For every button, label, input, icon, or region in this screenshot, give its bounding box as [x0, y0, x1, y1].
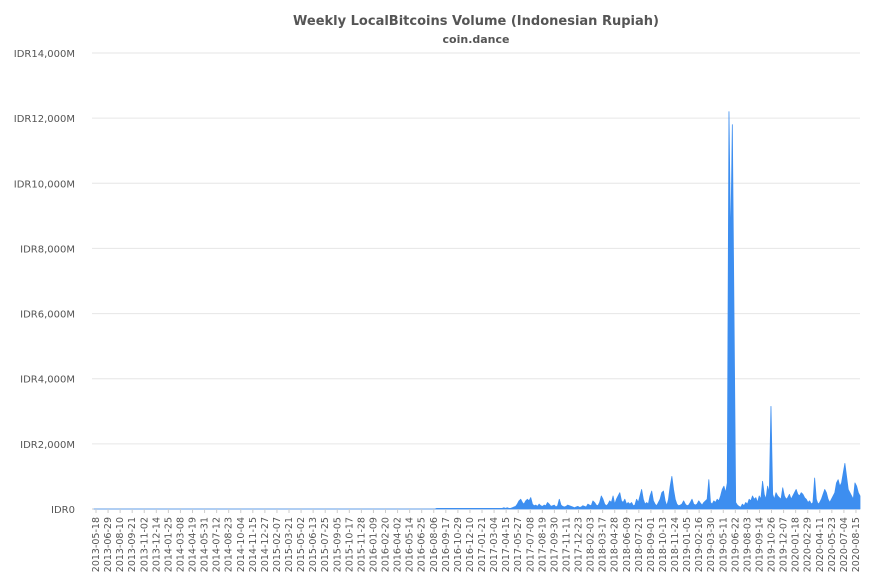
x-tick-label: 2020-07-04 [839, 517, 850, 572]
x-tick-label: 2018-07-21 [634, 517, 645, 572]
x-tick-label: 2014-08-23 [224, 517, 235, 572]
x-tick-label: 2014-12-27 [260, 517, 271, 572]
x-tick-label: 2019-10-26 [767, 517, 778, 572]
x-tick-label: 2017-12-23 [574, 517, 585, 572]
x-tick-label: 2015-10-17 [344, 517, 355, 572]
x-tick-label: 2016-08-06 [429, 517, 440, 572]
y-tick-label: IDR4,000M [20, 375, 75, 386]
x-tick-label: 2019-09-14 [754, 517, 765, 572]
y-tick-label: IDR10,000M [14, 179, 75, 190]
x-tick-label: 2013-06-29 [103, 517, 114, 572]
x-tick-label: 2019-01-05 [682, 517, 693, 572]
x-tick-label: 2016-09-17 [441, 517, 452, 572]
x-tick-label: 2015-03-21 [284, 517, 295, 572]
x-tick-label: 2013-12-14 [151, 517, 162, 572]
y-tick-label: IDR8,000M [20, 244, 75, 255]
x-tick-label: 2016-05-14 [405, 517, 416, 572]
x-tick-label: 2015-11-28 [356, 517, 367, 572]
x-tick-label: 2015-06-13 [308, 517, 319, 572]
x-tick-label: 2015-02-07 [272, 517, 283, 572]
x-tick-label: 2017-11-11 [561, 517, 572, 572]
x-tick-label: 2013-09-21 [127, 517, 138, 572]
chart-title: Weekly LocalBitcoins Volume (Indonesian … [293, 14, 659, 29]
x-tick-label: 2015-07-25 [320, 517, 331, 572]
x-tick-label: 2016-04-02 [393, 517, 404, 572]
x-tick-label: 2017-03-04 [489, 517, 500, 572]
x-tick-label: 2017-07-08 [525, 517, 536, 572]
x-tick-label: 2016-10-29 [453, 517, 464, 572]
y-tick-label: IDR2,000M [20, 440, 75, 451]
x-tick-label: 2020-08-15 [851, 517, 862, 572]
x-tick-label: 2014-03-08 [175, 517, 186, 572]
x-tick-label: 2018-03-17 [598, 517, 609, 572]
x-tick-label: 2018-11-24 [670, 517, 681, 572]
series-area [93, 111, 861, 510]
x-tick-label: 2018-06-09 [622, 517, 633, 572]
x-tick-label: 2019-03-30 [706, 517, 717, 572]
x-tick-label: 2014-07-12 [212, 517, 223, 572]
y-tick-label: IDR6,000M [20, 310, 75, 321]
y-tick-label: IDR0 [51, 505, 75, 516]
x-tick-label: 2013-05-18 [91, 517, 102, 572]
x-tick-label: 2020-02-29 [803, 517, 814, 572]
x-tick-label: 2015-09-05 [332, 517, 343, 572]
x-tick-label: 2014-04-19 [188, 517, 199, 572]
x-tick-label: 2020-01-18 [791, 517, 802, 572]
x-tick-label: 2014-05-31 [200, 517, 211, 572]
x-tick-label: 2020-04-11 [815, 517, 826, 572]
x-tick-label: 2018-02-03 [586, 517, 597, 572]
x-tick-label: 2016-02-20 [381, 517, 392, 572]
x-tick-label: 2019-02-16 [694, 517, 705, 572]
x-tick-label: 2014-01-25 [163, 517, 174, 572]
x-tick-label: 2018-09-01 [646, 517, 657, 572]
x-tick-label: 2016-06-25 [417, 517, 428, 572]
chart-subtitle: coin.dance [442, 33, 510, 46]
x-tick-label: 2014-11-15 [248, 517, 259, 572]
y-tick-label: IDR14,000M [14, 49, 75, 60]
x-tick-label: 2017-01-21 [477, 517, 488, 572]
x-tick-label: 2020-05-23 [827, 517, 838, 572]
x-tick-label: 2016-12-10 [465, 517, 476, 572]
x-tick-label: 2013-11-02 [139, 517, 150, 572]
x-tick-label: 2018-10-13 [658, 517, 669, 572]
x-tick-label: 2017-04-15 [501, 517, 512, 572]
x-tick-label: 2017-09-30 [549, 517, 560, 572]
x-tick-label: 2016-01-09 [368, 517, 379, 572]
x-tick-label: 2019-08-03 [742, 517, 753, 572]
x-tick-label: 2015-05-02 [296, 517, 307, 572]
x-tick-label: 2019-05-11 [718, 517, 729, 572]
x-tick-label: 2019-12-07 [779, 517, 790, 572]
x-tick-label: 2018-04-28 [610, 517, 621, 572]
y-tick-label: IDR12,000M [14, 114, 75, 125]
x-tick-label: 2017-05-27 [513, 517, 524, 572]
x-tick-label: 2017-08-19 [537, 517, 548, 572]
x-tick-label: 2013-08-10 [115, 517, 126, 572]
x-tick-label: 2019-06-22 [730, 517, 741, 572]
x-tick-label: 2014-10-04 [236, 517, 247, 572]
